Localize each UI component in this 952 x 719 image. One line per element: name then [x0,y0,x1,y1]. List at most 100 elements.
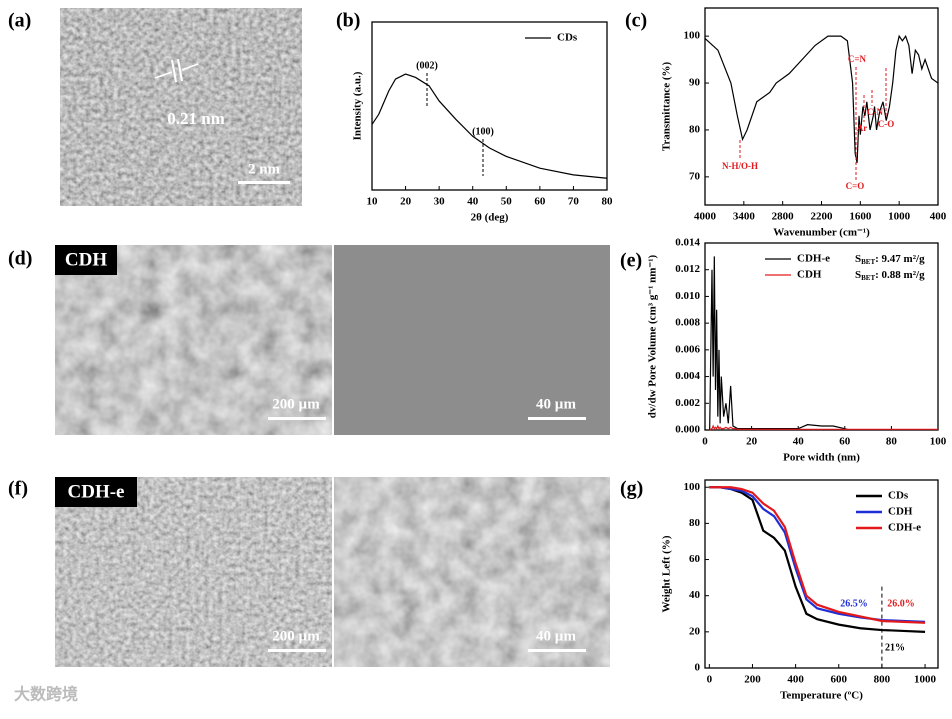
legend-stat: SBET: 9.47 m²/g [855,253,925,266]
y-axis-label: Weight Left (%) [661,535,673,612]
series-line [371,73,608,179]
plot-frame [704,242,939,431]
scale-bar-label: 200 µm [272,396,320,412]
x-tick-label: 60 [534,196,546,208]
y-tick-label: 70 [689,170,701,182]
tem-image [60,8,302,206]
y-tick-label: 100 [684,30,701,42]
image-annotation: 0.21 nm [167,109,225,128]
legend-label: CDs [557,32,578,44]
y-tick-label: 0.010 [675,290,700,302]
x-tick-label: 100 [930,436,947,448]
series-line [709,486,926,624]
x-axis-label: Temperature (ºC) [780,690,863,702]
annotation: N-H/O-H [722,161,758,171]
legend-label: CDH-e [797,253,830,265]
x-tick-label: 60 [839,436,851,448]
scale-bar-label: 2 nm [248,161,281,177]
y-tick-label: 0.000 [675,424,700,436]
y-tick-label: 0.008 [675,317,700,329]
x-tick-label: 1000 [888,211,911,223]
scale-bar-label: 200 µm [272,628,320,644]
x-tick-label: 400 [787,674,804,686]
series-line [704,34,939,163]
y-tick-label: 90 [689,77,701,89]
arrow [154,71,173,79]
scale-bar [268,649,326,652]
panel-label: (b) [336,10,360,32]
y-tick-label: 0 [695,662,701,674]
x-tick-label: 2200 [811,211,834,223]
x-tick-label: 0 [702,436,708,448]
y-axis-label: dv/dw Pore Volume (cm³ g⁻¹ nm⁻¹) [647,254,659,418]
annotation: Ar [857,123,868,133]
scale-bar [528,417,586,420]
plot-frame [371,21,608,191]
x-tick-label: 40 [793,436,805,448]
sem-image [55,245,332,435]
stat-text: : 9.47 m²/g [875,253,925,265]
y-tick-label: 0.004 [675,370,700,382]
sem-image [334,477,610,667]
y-axis-label: Transmittance (%) [661,62,673,152]
x-tick-label: 1000 [914,674,937,686]
x-axis-label: Pore width (nm) [783,452,860,464]
panel-label: (a) [8,10,31,32]
annotation: C=N [848,54,867,64]
annotation: C=O [846,181,865,191]
scale-bar [238,181,290,184]
y-tick-label: 40 [689,589,701,601]
annotation: C-O [878,119,895,129]
x-axis-label: 2θ (deg) [471,212,509,224]
x-tick-label: 600 [831,674,848,686]
y-tick-label: 80 [689,123,701,135]
fringe-marker [171,59,177,83]
panel-label: (f) [8,478,28,500]
x-tick-label: 200 [744,674,761,686]
series-line [709,424,938,431]
panel-label: (d) [8,248,32,270]
stat-text: : 0.88 m²/g [875,269,925,281]
x-tick-label: 1600 [849,211,872,223]
y-tick-label: 0.012 [675,263,700,275]
annotation: (002) [416,60,438,71]
x-tick-label: 400 [930,211,947,223]
legend-label: CDH [797,269,822,281]
tag-background [55,477,137,507]
x-tick-label: 10 [367,196,379,208]
x-tick-label: 20 [400,196,412,208]
y-tick-label: 0.006 [675,343,700,355]
scale-bar [528,649,586,652]
stat-symbol: S [855,269,861,281]
sem-image [55,477,332,667]
plot-frame [704,7,939,206]
image-tag: CDH [65,249,107,270]
panel-label: (e) [620,250,642,272]
image-tag: CDH-e [68,481,125,502]
y-tick-label: 0.014 [675,237,700,249]
panel-label: (c) [625,10,647,32]
x-tick-label: 4000 [694,211,717,223]
x-tick-label: 30 [434,196,446,208]
tag-background [55,245,117,275]
legend-label: CDH-e [888,522,921,534]
legend-stat: SBET: 0.88 m²/g [855,269,925,282]
x-tick-label: 2800 [772,211,795,223]
y-axis-label: Intensity (a.u.) [352,71,364,140]
arrow [181,63,199,71]
x-tick-label: 70 [568,196,580,208]
x-tick-label: 800 [874,674,891,686]
legend-label: CDs [888,490,909,502]
y-tick-label: 0.002 [675,397,700,409]
fringe-marker [177,58,183,82]
y-tick-label: 60 [689,553,701,565]
x-tick-label: 40 [467,196,479,208]
annotation: C-N [867,107,883,117]
stat-symbol: S [855,253,861,265]
stat-subscript: BET [861,274,875,282]
x-tick-label: 80 [886,436,898,448]
plot-frame [704,479,939,669]
y-tick-label: 80 [689,517,701,529]
scale-bar-label: 40 µm [536,628,576,644]
